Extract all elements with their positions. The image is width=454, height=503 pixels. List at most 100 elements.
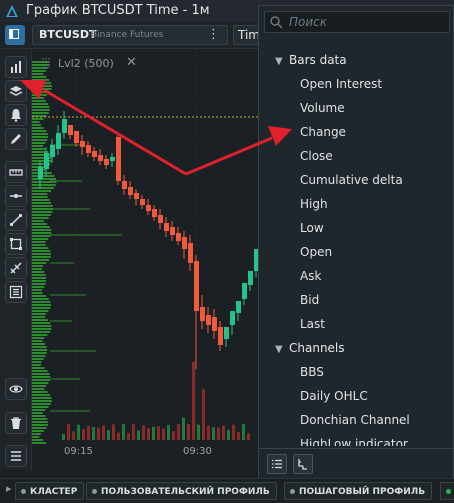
indicator-item[interactable]: Close <box>300 149 333 163</box>
search-input[interactable] <box>264 11 450 33</box>
layers-icon <box>9 86 23 96</box>
tab-cluster[interactable]: КЛАСТЕР <box>15 482 85 500</box>
indicator-item[interactable]: Volume <box>300 101 345 115</box>
depth-bar <box>32 256 51 258</box>
volume-bar <box>247 433 250 440</box>
exchange-name: Binance Futures <box>91 30 164 40</box>
depth-bar <box>32 307 51 309</box>
indicator-item[interactable]: Last <box>300 317 325 331</box>
indicator-item[interactable]: Open <box>300 245 333 259</box>
indicator-item[interactable]: Ask <box>300 269 322 283</box>
depth-bar <box>32 112 49 114</box>
depth-bar <box>32 349 48 351</box>
scroll-left-icon[interactable]: ▸ <box>6 482 12 495</box>
menu-tool-button[interactable] <box>5 445 27 467</box>
symbol-selector[interactable]: BTCUSDT Binance Futures ⋮ <box>32 25 228 45</box>
depth-bar <box>32 367 45 369</box>
object-list-tool-button[interactable] <box>5 281 27 303</box>
fibonacci-tool-button[interactable] <box>5 257 27 279</box>
trend-line-tool-button[interactable] <box>5 209 27 231</box>
alerts-tool-button[interactable] <box>5 104 27 126</box>
list-view-button[interactable] <box>267 454 287 474</box>
group-channels[interactable]: ▼ Channels <box>275 338 345 358</box>
depth-bar <box>32 421 49 423</box>
volume-bar <box>172 431 175 440</box>
candle-body <box>170 227 175 235</box>
depth-bar <box>32 103 49 105</box>
depth-bar <box>32 100 46 102</box>
group-bars-data[interactable]: ▼ Bars data <box>275 50 347 70</box>
depth-bar <box>32 91 50 93</box>
depth-bar <box>32 316 46 318</box>
price-chart[interactable]: Lvl2 (500) ✕ <box>32 49 260 470</box>
indicator-item[interactable]: Daily OHLC <box>300 389 368 403</box>
candle-body <box>92 151 97 157</box>
candle-body <box>230 311 235 325</box>
volume-bar <box>62 434 65 440</box>
layers-tool-button[interactable] <box>5 80 27 102</box>
indicator-item[interactable]: Open Interest <box>300 77 383 91</box>
indicator-item[interactable]: Change <box>300 125 346 139</box>
depth-bar <box>32 328 52 330</box>
candle-body <box>194 261 199 311</box>
indicator-item[interactable]: BBS <box>300 365 324 379</box>
depth-bar <box>32 364 41 366</box>
depth-bar <box>32 436 40 438</box>
indicator-item[interactable]: Cumulative delta <box>300 173 403 187</box>
depth-bar <box>32 115 47 117</box>
depth-bar <box>32 235 51 237</box>
depth-bar <box>32 280 47 282</box>
kebab-menu-icon[interactable]: ⋮ <box>207 27 220 42</box>
panel-toggle-button[interactable] <box>5 25 25 45</box>
ruler-tool-button[interactable] <box>5 161 27 183</box>
depth-bar <box>32 400 52 402</box>
depth-bar <box>32 376 51 378</box>
close-indicator-icon[interactable]: ✕ <box>126 55 137 70</box>
depth-bar <box>32 79 50 81</box>
depth-bar <box>32 418 48 420</box>
indicator-item[interactable]: Donchian Channel <box>300 413 410 427</box>
window-title: График BTCUSDT Time - 1м <box>26 3 210 18</box>
volume-bar <box>207 425 210 440</box>
depth-bar <box>32 241 46 243</box>
volume-bar <box>92 427 95 440</box>
tab-step-profile[interactable]: ПОШАГОВЫЙ ПРОФИЛЬ <box>284 482 433 500</box>
candle-body <box>44 153 49 169</box>
list-icon <box>272 459 282 469</box>
visibility-tool-button[interactable] <box>5 378 27 400</box>
candle-body <box>104 159 109 165</box>
tab-custom-profile[interactable]: ПОЛЬЗОВАТЕЛЬСКИЙ ПРОФИЛЬ <box>86 482 277 500</box>
volume-bar <box>217 427 220 440</box>
delete-tool-button[interactable] <box>5 412 27 434</box>
depth-bar <box>32 430 44 432</box>
indicator-item[interactable]: Low <box>300 221 324 235</box>
candle-body <box>200 307 205 321</box>
volume-bars <box>62 361 250 440</box>
rectangle-tool-button[interactable] <box>5 233 27 255</box>
indicator-item[interactable]: HighLow indicator <box>300 437 408 446</box>
pencil-tool-button[interactable] <box>5 128 27 150</box>
depth-bar <box>32 424 48 426</box>
horizontal-line-tool-button[interactable] <box>5 185 27 207</box>
candle-body <box>248 271 253 285</box>
candle-body <box>110 157 115 161</box>
candle-body <box>242 283 247 299</box>
drag-handle-icon[interactable] <box>39 56 53 70</box>
depth-bar <box>32 271 45 273</box>
depth-bar <box>32 175 55 177</box>
tab-more[interactable] <box>440 482 454 500</box>
rectangle-icon <box>10 238 22 250</box>
volume-bar <box>152 426 155 440</box>
indicators-tool-button[interactable] <box>5 56 27 78</box>
depth-bar <box>32 85 52 87</box>
tree-view-button[interactable] <box>293 454 313 474</box>
depth-bar <box>32 274 46 276</box>
indicator-item[interactable]: Bid <box>300 293 320 307</box>
depth-bar <box>32 295 46 297</box>
depth-bar <box>32 94 48 96</box>
depth-bar <box>32 412 43 414</box>
depth-bar <box>32 319 49 321</box>
candle-body <box>254 249 259 271</box>
depth-bar <box>32 283 46 285</box>
indicator-item[interactable]: High <box>300 197 328 211</box>
